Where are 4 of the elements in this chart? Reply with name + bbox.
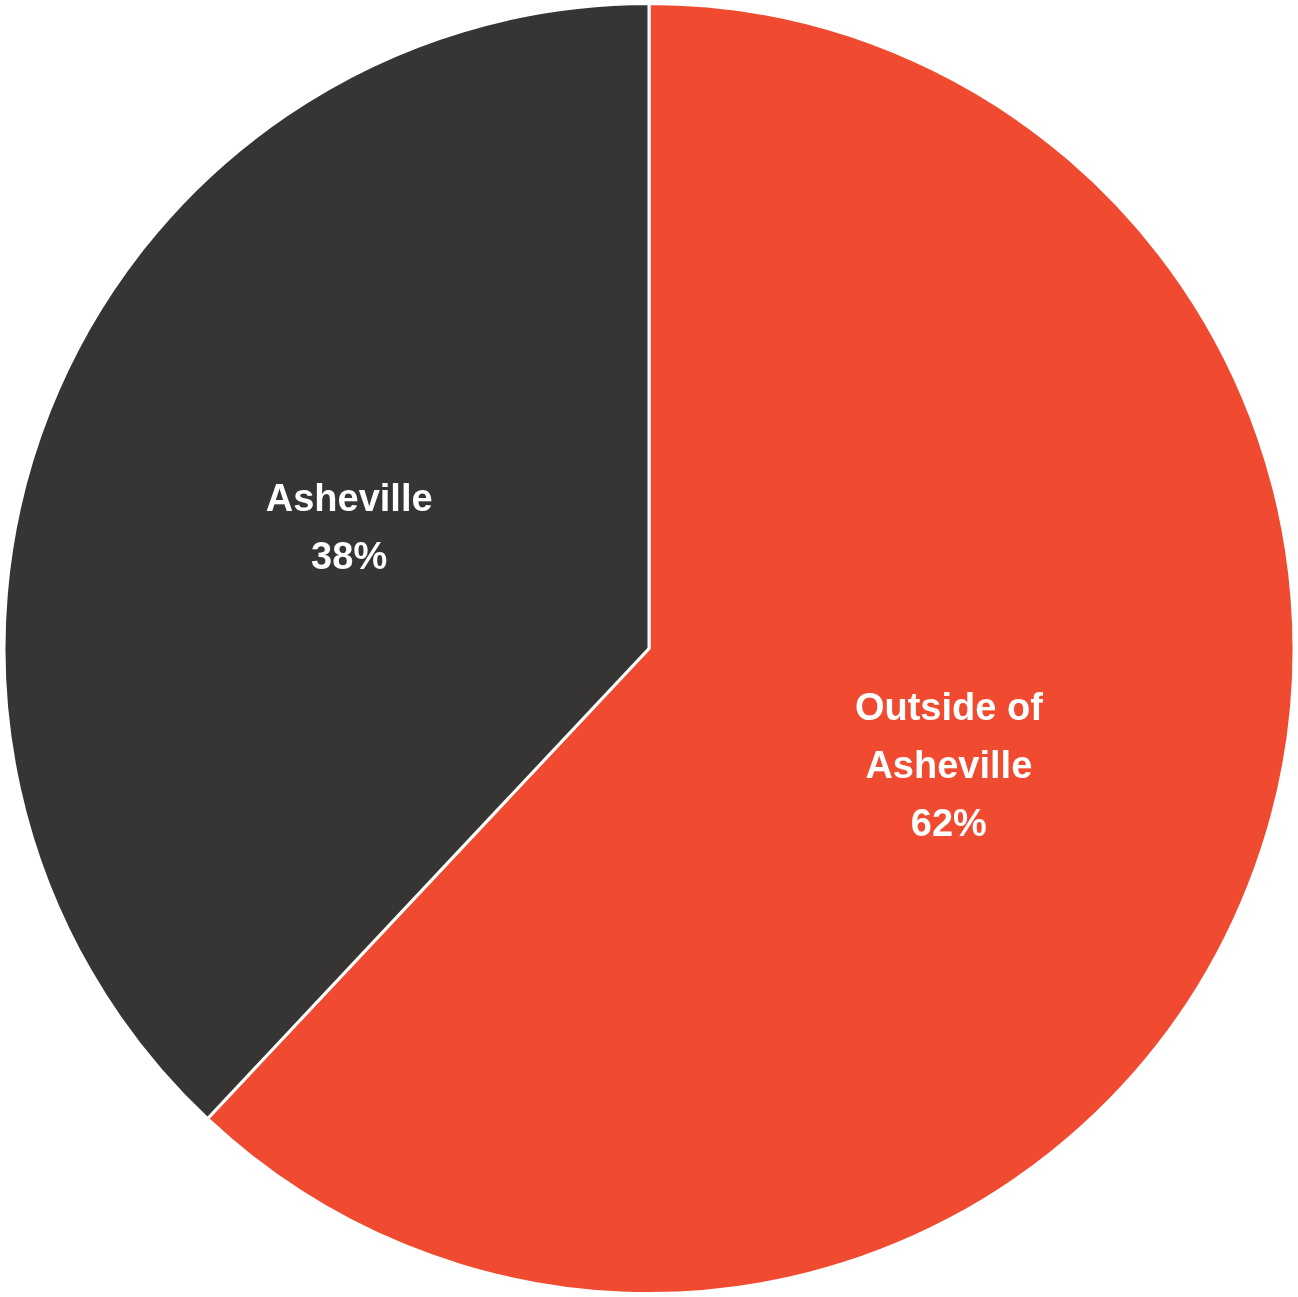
data-label: 38%: [311, 535, 388, 578]
data-label: 62%: [910, 801, 987, 844]
slice-label: Asheville: [265, 477, 433, 520]
slice-label: Outside of Asheville: [854, 685, 1044, 786]
